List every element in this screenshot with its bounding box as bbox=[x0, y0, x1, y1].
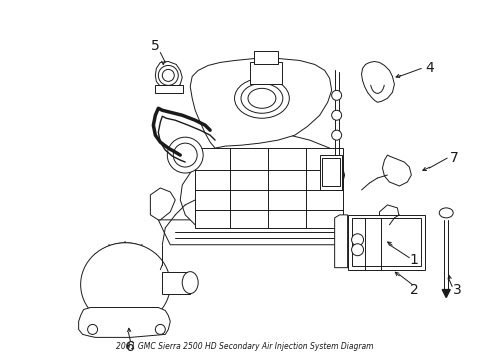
Polygon shape bbox=[441, 289, 449, 298]
Ellipse shape bbox=[81, 243, 170, 327]
Circle shape bbox=[90, 250, 160, 319]
Polygon shape bbox=[79, 307, 170, 337]
Text: 5: 5 bbox=[151, 39, 160, 53]
Circle shape bbox=[83, 243, 167, 327]
Bar bbox=[195, 148, 342, 228]
Circle shape bbox=[351, 234, 363, 246]
Circle shape bbox=[331, 130, 341, 140]
Polygon shape bbox=[382, 155, 410, 186]
Circle shape bbox=[167, 137, 203, 173]
Ellipse shape bbox=[438, 208, 452, 218]
Text: 1: 1 bbox=[409, 253, 418, 267]
Circle shape bbox=[87, 324, 98, 334]
Bar bbox=[162, 272, 190, 293]
Polygon shape bbox=[158, 220, 394, 245]
Circle shape bbox=[331, 90, 341, 100]
Bar bbox=[351, 218, 421, 266]
Bar bbox=[347, 215, 425, 270]
Bar bbox=[253, 50, 277, 64]
Circle shape bbox=[101, 260, 150, 310]
Text: 2001 GMC Sierra 2500 HD Secondary Air Injection System Diagram: 2001 GMC Sierra 2500 HD Secondary Air In… bbox=[116, 342, 372, 351]
Ellipse shape bbox=[182, 272, 198, 293]
Text: 7: 7 bbox=[449, 151, 458, 165]
Bar bbox=[321, 158, 339, 186]
Bar bbox=[155, 85, 183, 93]
Polygon shape bbox=[180, 133, 344, 228]
Text: 4: 4 bbox=[424, 62, 433, 76]
Circle shape bbox=[162, 69, 174, 81]
Circle shape bbox=[173, 143, 197, 167]
Text: 6: 6 bbox=[126, 340, 135, 354]
Bar bbox=[249, 62, 281, 84]
Polygon shape bbox=[361, 62, 394, 102]
Ellipse shape bbox=[247, 88, 275, 108]
Polygon shape bbox=[155, 62, 182, 89]
Circle shape bbox=[331, 110, 341, 120]
Circle shape bbox=[155, 324, 165, 334]
Polygon shape bbox=[150, 188, 175, 220]
Circle shape bbox=[351, 244, 363, 256]
Polygon shape bbox=[190, 58, 331, 148]
Polygon shape bbox=[379, 205, 399, 228]
Polygon shape bbox=[334, 215, 347, 268]
Bar bbox=[319, 155, 341, 190]
Ellipse shape bbox=[241, 84, 282, 113]
Circle shape bbox=[158, 66, 178, 85]
Ellipse shape bbox=[234, 78, 289, 118]
Text: 3: 3 bbox=[452, 283, 461, 297]
Circle shape bbox=[111, 271, 139, 298]
Text: 2: 2 bbox=[409, 283, 418, 297]
